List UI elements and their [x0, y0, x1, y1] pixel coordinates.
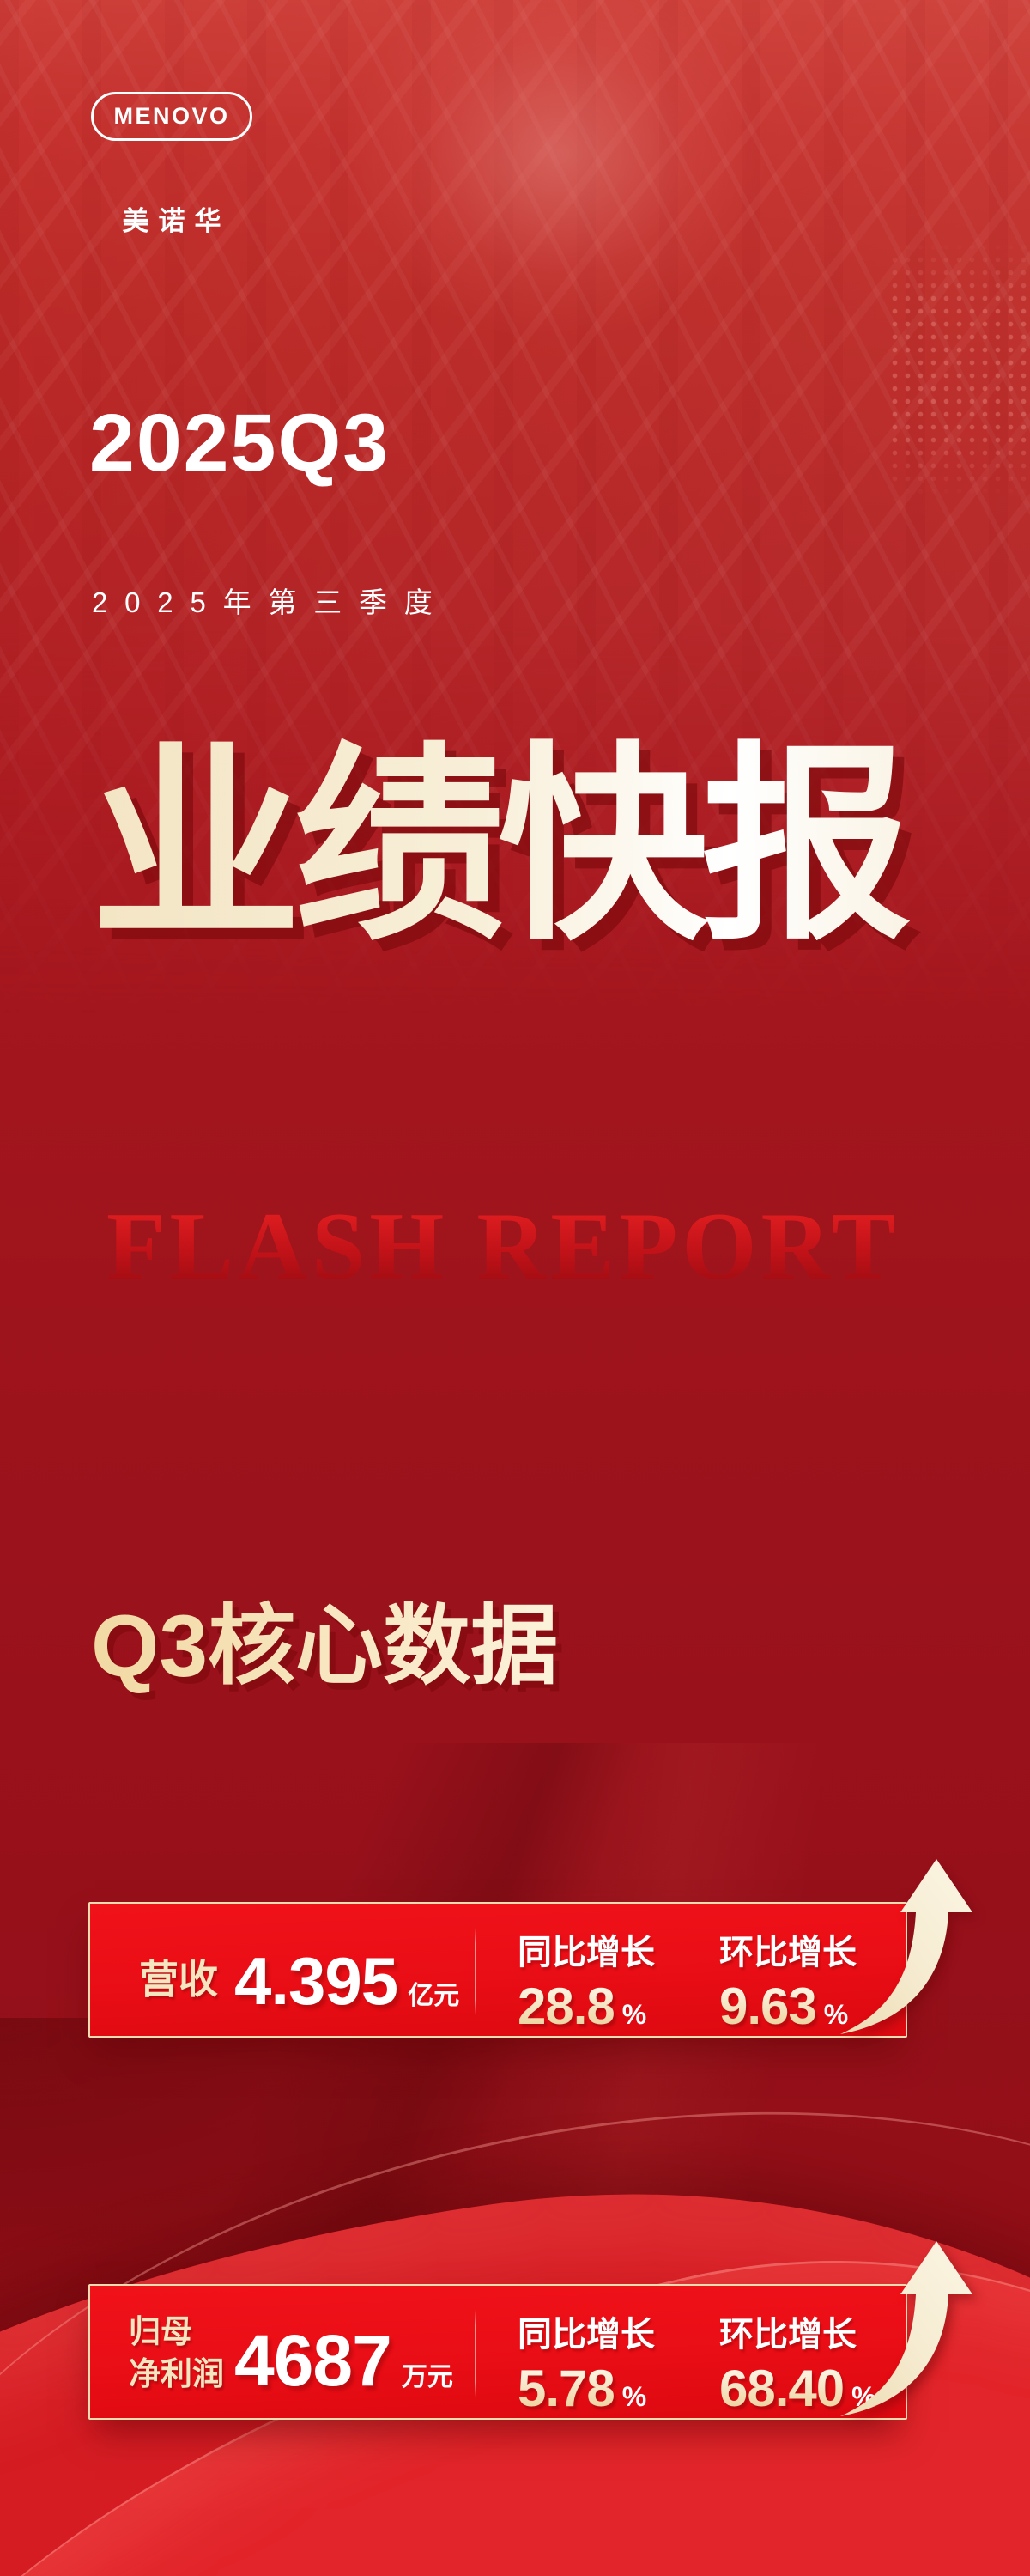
- up-arrow-icon: [840, 1858, 972, 2034]
- qoq-growth: 环比增长 68.40%: [719, 2315, 876, 2417]
- metric-label: 归母 净利润: [129, 2313, 224, 2391]
- qoq-growth: 环比增长 9.63%: [719, 1933, 857, 2035]
- metric-label: 营收: [139, 1956, 218, 2002]
- menovo-logo: MENOVO: [91, 92, 252, 141]
- quarter-title: 2025Q3: [89, 398, 391, 489]
- metric-card-revenue: 营收 4.395 亿元 同比增长 28.8% 环比增长 9.63%: [88, 1858, 972, 2038]
- up-arrow-icon: [840, 2240, 972, 2416]
- perforated-panel-texture: [888, 240, 1030, 498]
- yoy-growth: 同比增长 5.78%: [518, 2315, 655, 2417]
- quarter-subtitle: 2025年第三季度: [92, 586, 450, 618]
- page-title-english: FLASH REPORT: [106, 1192, 1030, 1303]
- page-title: 业绩快报: [91, 727, 1030, 965]
- metric-unit: 万元: [401, 2363, 453, 2392]
- metric-unit: 亿元: [408, 1981, 460, 2010]
- metric-value: 4687 万元: [234, 2320, 453, 2402]
- yoy-growth: 同比增长 28.8%: [518, 1933, 655, 2035]
- card-divider: [475, 1927, 476, 2015]
- metric-card-net-profit: 归母 净利润 4687 万元 同比增长 5.78% 环比增长 68.40%: [88, 2240, 972, 2420]
- metric-value: 4.395 亿元: [234, 1942, 460, 2019]
- brand-name-chinese: 美诺华: [122, 206, 231, 236]
- core-data-heading: Q3核心数据: [91, 1576, 1030, 1702]
- card-divider: [475, 2309, 476, 2397]
- menovo-logo-text: MENOVO: [113, 103, 230, 129]
- factory-photo-overlay: [0, 0, 1030, 1073]
